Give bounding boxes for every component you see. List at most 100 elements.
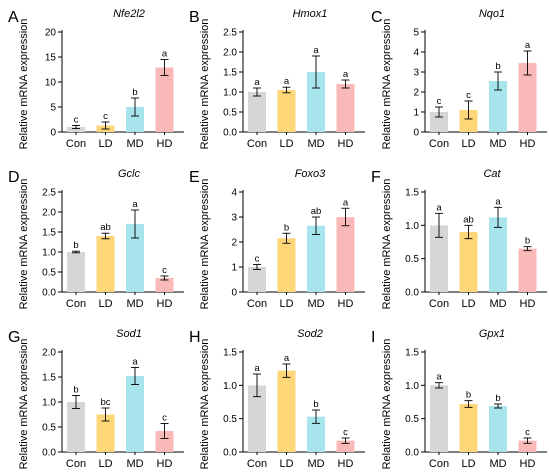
bar-hd (518, 440, 537, 452)
error-bar (312, 55, 320, 89)
panel-c: C Nqo1 Relative mRNA expression 0 1 2 3 4 5 c Con c… (371, 8, 547, 150)
bar-con (430, 225, 448, 292)
x-tick-label: LD (279, 138, 293, 150)
panel-letter: B (189, 9, 200, 26)
x-tick-label: Con (247, 458, 267, 470)
x-tick-label: LD (98, 138, 112, 150)
x-tick-label: HD (520, 458, 536, 470)
panel-e: E Foxo3 Relative mRNA expression 0 1 2 3 4 c Con b… (189, 168, 365, 310)
y-tick-label: 1.5 (405, 348, 419, 359)
error-bar (341, 437, 350, 444)
y-tick-label: 4 (413, 48, 419, 59)
bar-con (67, 402, 85, 452)
significance-letter: b (132, 87, 137, 98)
significance-letter: a (495, 196, 501, 207)
x-tick-label: HD (157, 138, 173, 150)
bar-md (126, 224, 144, 292)
significance-letter: b (313, 399, 318, 410)
bar-ld (277, 90, 296, 132)
y-tick-label: 0.0 (223, 448, 237, 459)
significance-letter: c (437, 96, 442, 107)
error-bar (523, 246, 532, 252)
y-tick-label: 1 (231, 263, 237, 274)
panel-letter: I (371, 329, 375, 346)
y-tick-label: 0.5 (405, 414, 419, 425)
x-tick-label: Con (429, 458, 449, 470)
error-bar (523, 437, 532, 444)
significance-letter: a (132, 199, 138, 210)
y-tick-label: 2 (231, 238, 237, 249)
y-tick-label: 0.0 (42, 288, 56, 299)
y-axis-label: Relative mRNA expression (381, 339, 393, 470)
bar-hd (155, 278, 174, 292)
error-bar (341, 79, 350, 89)
significance-letter: b (495, 61, 500, 72)
error-bar (101, 232, 110, 240)
significance-letter: a (525, 40, 531, 51)
error-bar (101, 121, 110, 130)
error-bar (72, 125, 80, 129)
bar-con (430, 112, 448, 132)
y-tick-label: 0.0 (405, 288, 419, 299)
error-bar (160, 275, 169, 281)
y-tick-label: 1.5 (223, 68, 237, 79)
y-tick-label: 1.5 (42, 228, 56, 239)
error-bar (312, 409, 320, 424)
y-tick-label: 0.0 (223, 128, 237, 139)
x-tick-label: MD (489, 458, 506, 470)
bar-ld (277, 370, 296, 452)
panel-title: Gclc (118, 168, 141, 180)
panel-letter: C (371, 9, 383, 26)
y-tick-label: 1.5 (223, 348, 237, 359)
significance-letter: c (466, 90, 471, 101)
error-bar (464, 100, 473, 120)
x-tick-label: LD (98, 458, 112, 470)
error-bar (282, 363, 291, 378)
x-tick-label: Con (247, 298, 267, 310)
significance-letter: a (162, 49, 168, 60)
panel-title: Cat (483, 168, 501, 180)
x-tick-label: HD (157, 458, 173, 470)
error-bar (160, 423, 169, 439)
error-bar (253, 373, 261, 398)
bar-md (489, 217, 507, 292)
y-tick-label: 1.5 (42, 373, 56, 384)
x-tick-label: Con (247, 138, 267, 150)
y-tick-label: 0.5 (42, 268, 56, 279)
error-bar (131, 97, 139, 117)
x-tick-label: HD (338, 138, 354, 150)
x-tick-label: MD (307, 138, 324, 150)
y-axis-label: Relative mRNA expression (18, 179, 30, 310)
bar-hd (518, 63, 537, 132)
x-tick-label: HD (520, 138, 536, 150)
significance-letter: c (162, 413, 167, 424)
bar-md (126, 107, 144, 132)
y-tick-label: 2.0 (223, 48, 237, 59)
significance-letter: a (132, 357, 138, 368)
significance-letter: b (73, 385, 78, 396)
bar-con (248, 267, 266, 292)
x-tick-label: LD (279, 298, 293, 310)
panel-g: G Sod1 Relative mRNA expression 0.0 0.5 1.0 1.… (8, 328, 184, 470)
significance-letter: a (254, 363, 260, 374)
bar-md (489, 406, 507, 452)
y-tick-label: 10 (45, 78, 57, 89)
y-tick-label: 2.0 (42, 208, 56, 219)
y-axis-label: Relative mRNA expression (381, 19, 393, 150)
y-tick-label: 1.0 (42, 398, 56, 409)
error-bar (341, 207, 350, 227)
bar-md (489, 81, 507, 132)
panel-title: Hmox1 (293, 8, 328, 20)
bar-hd (336, 440, 355, 452)
y-axis-label: Relative mRNA expression (18, 339, 30, 470)
x-tick-label: HD (338, 458, 354, 470)
panel-f: F Cat Relative mRNA expression 0.0 0.5 1.0 1.5… (371, 168, 547, 310)
error-bar (435, 212, 443, 238)
panel-a: A Nfe2l2 Relative mRNA expression 0 5 10 15 20 c… (8, 8, 184, 150)
y-tick-label: 0.5 (42, 423, 56, 434)
x-tick-label: LD (461, 458, 475, 470)
y-tick-label: 4 (231, 188, 237, 199)
x-tick-label: Con (66, 138, 86, 150)
error-bar (494, 71, 502, 91)
